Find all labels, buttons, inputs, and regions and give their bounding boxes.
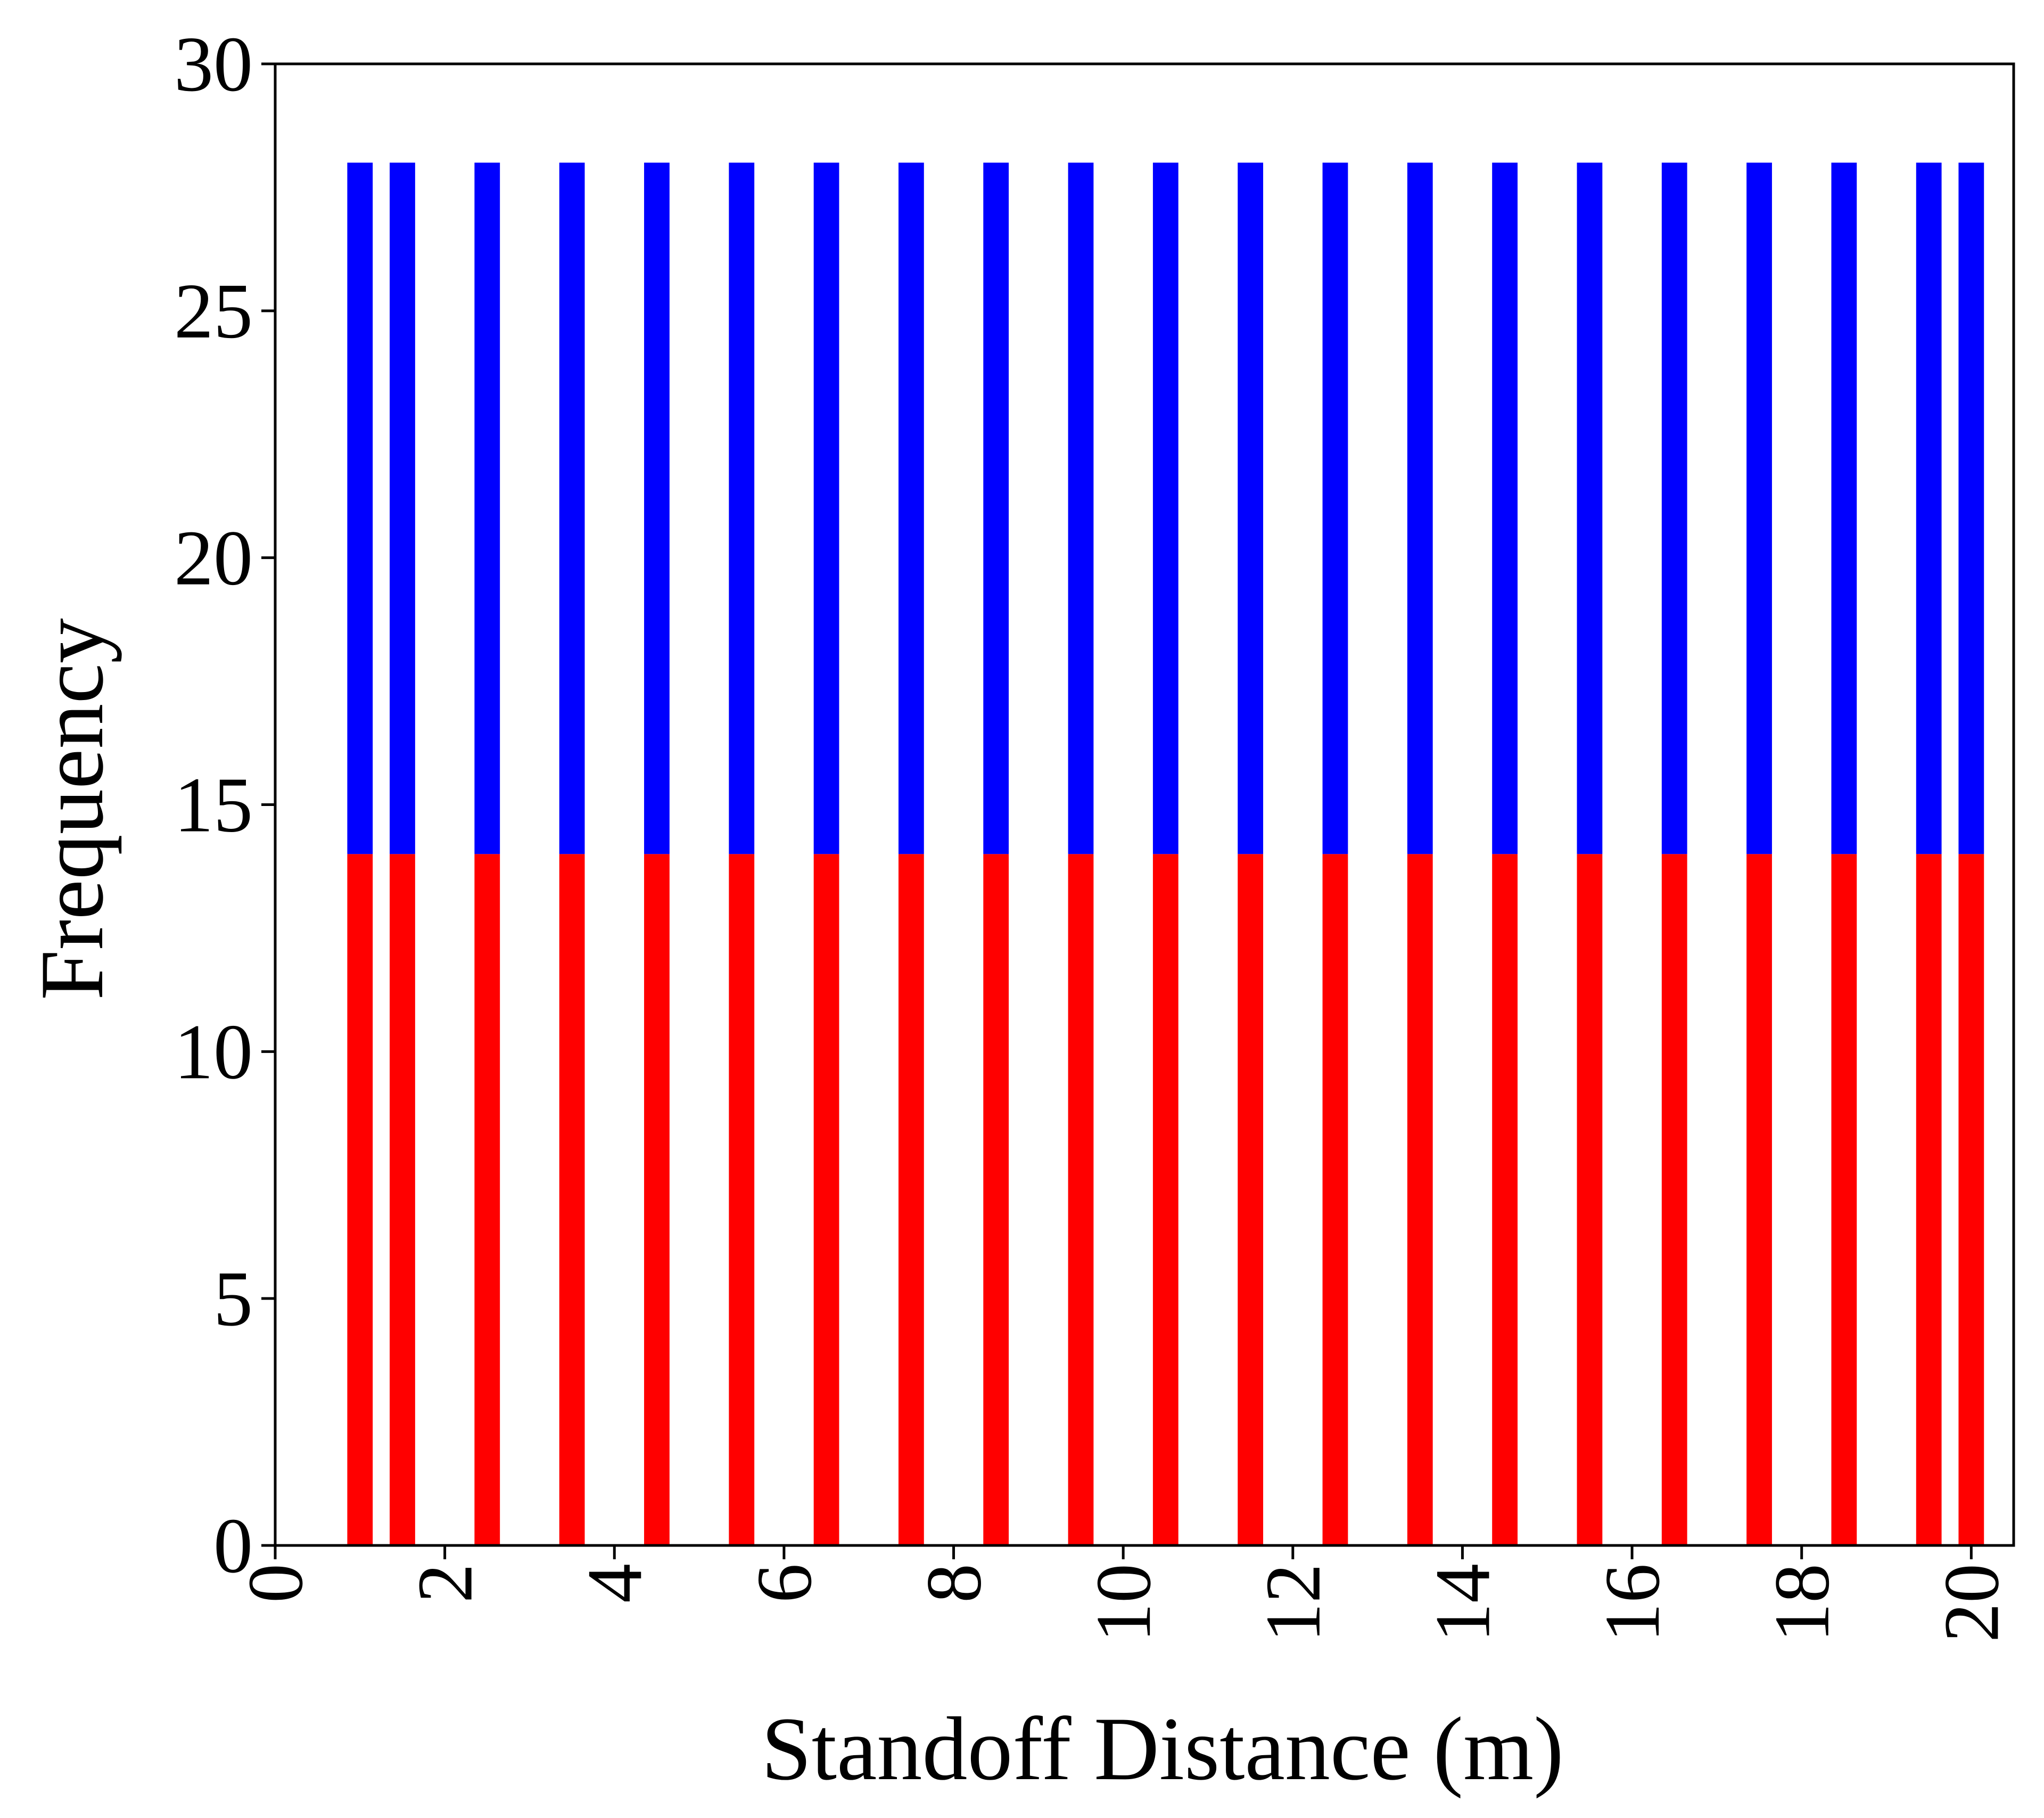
bar-segment-2 bbox=[474, 162, 500, 854]
bar-segment-2 bbox=[1916, 162, 1942, 854]
x-tick-label: 18 bbox=[1759, 1564, 1846, 1642]
x-tick-label: 2 bbox=[402, 1564, 489, 1603]
bar-segment-1 bbox=[1322, 854, 1348, 1545]
bar-segment-1 bbox=[813, 854, 839, 1545]
bar-segment-2 bbox=[813, 162, 839, 854]
y-tick-label: 30 bbox=[174, 21, 253, 108]
bar-segment-1 bbox=[390, 854, 415, 1545]
bar-segment-2 bbox=[390, 162, 415, 854]
bar-segment-1 bbox=[1068, 854, 1094, 1545]
bar-segment-2 bbox=[1577, 162, 1603, 854]
y-tick-label: 5 bbox=[213, 1255, 253, 1343]
x-tick-label: 6 bbox=[741, 1564, 828, 1603]
bar-segment-1 bbox=[1407, 854, 1433, 1545]
x-tick-label: 20 bbox=[1928, 1564, 2015, 1642]
bars-layer bbox=[347, 162, 1984, 1545]
bar-segment-1 bbox=[1238, 854, 1264, 1545]
bar-segment-2 bbox=[1831, 162, 1857, 854]
bar-segment-1 bbox=[1577, 854, 1603, 1545]
bar-segment-2 bbox=[898, 162, 924, 854]
bar-segment-2 bbox=[1958, 162, 1984, 854]
y-tick-label: 15 bbox=[174, 762, 253, 849]
bar-segment-2 bbox=[1407, 162, 1433, 854]
bar-segment-1 bbox=[1492, 854, 1518, 1545]
bar-segment-1 bbox=[644, 854, 670, 1545]
bar-segment-2 bbox=[1661, 162, 1687, 854]
bar-segment-1 bbox=[1916, 854, 1942, 1545]
x-tick-label: 0 bbox=[232, 1564, 319, 1603]
bar-segment-1 bbox=[983, 854, 1009, 1545]
y-axis-title: Frequency bbox=[22, 618, 122, 1000]
x-axis: 0 2 4 6 8 10 12 14 16 18 20 bbox=[232, 1545, 2015, 1642]
bar-segment-1 bbox=[1746, 854, 1772, 1545]
bar-segment-1 bbox=[1831, 854, 1857, 1545]
bar-segment-1 bbox=[1661, 854, 1687, 1545]
bar-segment-2 bbox=[1492, 162, 1518, 854]
bar-segment-1 bbox=[729, 854, 755, 1545]
bar-segment-2 bbox=[559, 162, 585, 854]
x-tick-label: 12 bbox=[1250, 1564, 1337, 1642]
bar-segment-2 bbox=[1152, 162, 1178, 854]
bar-segment-2 bbox=[729, 162, 755, 854]
y-tick-label: 20 bbox=[174, 515, 253, 602]
y-axis: 0 5 10 15 20 25 30 bbox=[174, 21, 275, 1590]
bar-segment-2 bbox=[983, 162, 1009, 854]
x-axis-title: Standoff Distance (m) bbox=[761, 1699, 1564, 1799]
bar-segment-1 bbox=[474, 854, 500, 1545]
bar-segment-1 bbox=[347, 854, 373, 1545]
y-tick-label: 25 bbox=[174, 268, 253, 355]
x-tick-label: 8 bbox=[911, 1564, 998, 1603]
bar-segment-1 bbox=[1958, 854, 1984, 1545]
bar-segment-1 bbox=[559, 854, 585, 1545]
bar-segment-2 bbox=[1746, 162, 1772, 854]
bar-segment-2 bbox=[644, 162, 670, 854]
x-tick-label: 4 bbox=[571, 1564, 658, 1603]
bar-segment-2 bbox=[1068, 162, 1094, 854]
x-tick-label: 10 bbox=[1080, 1564, 1167, 1642]
x-tick-label: 16 bbox=[1589, 1564, 1676, 1642]
x-tick-label: 14 bbox=[1419, 1564, 1506, 1642]
bar-segment-1 bbox=[898, 854, 924, 1545]
bar-segment-2 bbox=[347, 162, 373, 854]
y-tick-label: 0 bbox=[213, 1502, 253, 1590]
bar-segment-1 bbox=[1152, 854, 1178, 1545]
bar-segment-2 bbox=[1238, 162, 1264, 854]
y-tick-label: 10 bbox=[174, 1008, 253, 1096]
bar-segment-2 bbox=[1322, 162, 1348, 854]
